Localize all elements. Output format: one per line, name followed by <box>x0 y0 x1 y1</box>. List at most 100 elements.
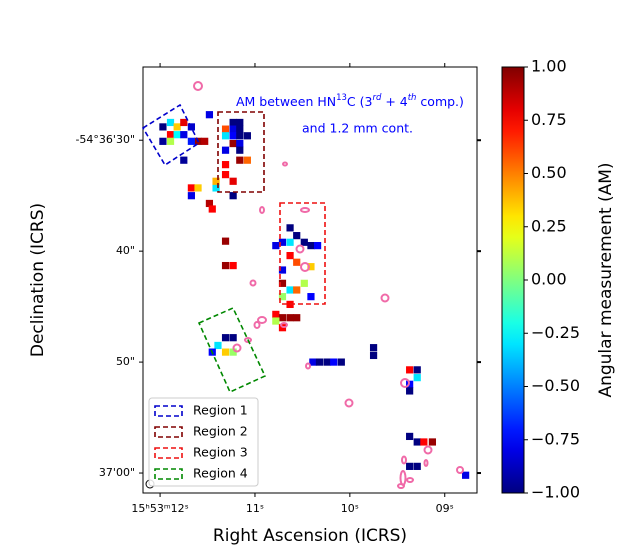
pixel <box>413 438 421 446</box>
pixel <box>307 293 315 301</box>
pixel <box>205 199 214 208</box>
region-outline <box>279 202 326 305</box>
y-axis-label: Declination (ICRS) <box>28 203 48 357</box>
y-tick-label: 50" <box>116 355 135 368</box>
pixel <box>229 177 237 185</box>
pixel <box>229 261 237 270</box>
pixel <box>173 123 181 131</box>
pixel <box>221 161 230 169</box>
pixel <box>293 286 301 294</box>
pixel <box>406 387 414 395</box>
pixel <box>323 358 331 366</box>
x-tick-label: 15ʰ53ᵐ12ˢ <box>131 502 188 515</box>
region-outline <box>141 103 201 167</box>
annotation: AM between HN13C (3rd + 4th comp.) <box>236 93 464 109</box>
pixel <box>180 156 188 164</box>
colorbar-tick-label: −1.00 <box>531 483 580 502</box>
pixel <box>221 146 230 154</box>
pixel <box>286 251 294 260</box>
legend-label: Region 4 <box>193 466 248 481</box>
pixel <box>212 177 220 185</box>
pixel <box>180 131 188 139</box>
colorbar-tick-label: 0.00 <box>531 270 567 289</box>
pixel <box>313 242 322 250</box>
legend-swatch <box>154 447 183 459</box>
annotation-part: + 4 <box>381 94 407 109</box>
continuum-contours <box>193 81 464 489</box>
pixel <box>229 118 237 127</box>
pixel <box>369 344 378 352</box>
pixel <box>315 358 324 366</box>
legend-label: Region 3 <box>193 445 248 460</box>
pixel <box>309 358 317 366</box>
colorbar-label: Angular measurement (AM) <box>596 162 616 397</box>
pixel <box>159 137 167 145</box>
pixel <box>229 132 237 140</box>
pixel <box>286 286 294 294</box>
annotation-part: rd <box>372 93 381 103</box>
pixel <box>187 137 195 145</box>
y-tick-label: -54°36'30" <box>75 133 135 146</box>
pixel <box>221 348 230 356</box>
x-tick-label: 11ˢ <box>246 502 264 515</box>
legend-label: Region 2 <box>193 424 248 439</box>
pixel <box>243 156 251 164</box>
pixel <box>236 118 244 127</box>
pixel <box>286 314 294 322</box>
pixel <box>201 137 209 145</box>
pixel <box>413 366 421 374</box>
pixel <box>187 184 195 192</box>
pixel <box>221 334 230 342</box>
pixel <box>272 317 280 325</box>
pixel <box>221 171 230 179</box>
pixel <box>194 184 202 192</box>
legend-box <box>148 397 259 487</box>
pixel <box>236 146 244 154</box>
pixel <box>214 341 222 350</box>
plot-frame <box>142 66 478 494</box>
y-tick-label: 37'00" <box>99 466 135 479</box>
y-tick-label: 40" <box>116 244 135 257</box>
pixel <box>413 374 421 382</box>
pixel <box>406 432 414 441</box>
pixel <box>229 125 237 133</box>
pixel <box>307 263 315 271</box>
pixel <box>300 279 308 287</box>
pixel <box>229 348 237 356</box>
colorbar-tick-label: 0.75 <box>531 110 567 129</box>
annotation-part: th <box>408 93 417 103</box>
legend-label: Region 1 <box>193 403 248 418</box>
legend-swatch <box>154 426 183 438</box>
pixel <box>420 438 428 446</box>
pixel <box>205 111 214 119</box>
pixel <box>330 358 338 366</box>
pixel <box>278 238 287 246</box>
pixel <box>428 438 437 446</box>
pixel <box>278 266 287 274</box>
pixel <box>166 137 175 145</box>
colorbar-tick-label: −0.25 <box>531 323 580 342</box>
pixel <box>243 132 251 140</box>
annotation-part: AM between HN <box>236 94 336 109</box>
pixel <box>212 184 220 192</box>
pixel <box>236 125 244 133</box>
pixel <box>406 366 414 374</box>
colorbar-tick-label: −0.75 <box>531 429 580 448</box>
pixel <box>229 192 237 200</box>
pixel <box>293 232 301 240</box>
pixel <box>272 310 280 318</box>
pixel <box>180 118 188 127</box>
pixel <box>221 261 230 270</box>
pixel <box>166 118 175 127</box>
pixel <box>159 123 167 131</box>
colorbar-tick-label: 0.50 <box>531 163 567 182</box>
pixel <box>406 462 414 470</box>
pixel <box>236 139 244 148</box>
pixel <box>208 205 216 213</box>
pixel <box>413 462 421 470</box>
annotation-part: comp.) <box>416 94 463 109</box>
colorbar-tick-label: −0.50 <box>531 376 580 395</box>
x-tick-label: 09ˢ <box>436 502 454 515</box>
pixel <box>236 132 244 140</box>
pixel <box>229 334 237 342</box>
